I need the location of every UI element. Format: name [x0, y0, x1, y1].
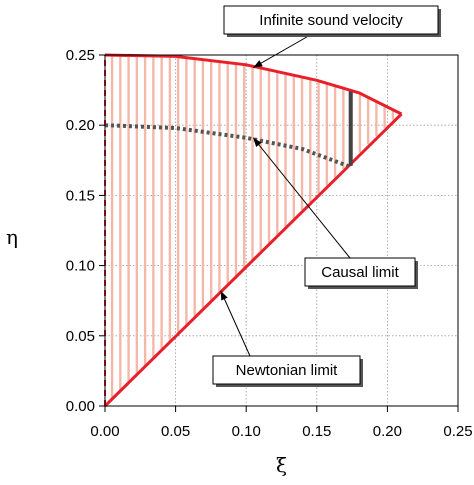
plot-frame: [104, 54, 459, 407]
x-tick-label: 0.00: [90, 423, 119, 440]
x-tick-label: 0.20: [373, 423, 402, 440]
y-axis-label: η: [6, 225, 18, 249]
annotation-label: Causal limit: [321, 264, 399, 281]
x-tick-label: 0.10: [232, 423, 261, 440]
y-tick-label: 0.15: [66, 187, 95, 204]
y-tick-label: 0.10: [66, 258, 95, 275]
annotation-arrowhead: [253, 60, 263, 68]
y-tick-label: 0.20: [66, 117, 95, 134]
annotation-arrowhead: [220, 290, 228, 301]
annotation-arrowhead: [253, 137, 262, 148]
annotation-box: [223, 5, 439, 35]
axis-ticks: 0.00 0.05 0.10 0.15 0.20 0.25 0.00 0.05 0.10 0.15…: [66, 47, 473, 440]
annotation-box: [304, 257, 416, 287]
annotation-leader: [220, 290, 251, 357]
y-tick-label: 0.25: [66, 47, 95, 64]
series-line-1: [104, 53, 403, 116]
annotation-leader: [253, 33, 313, 69]
annotation-label: Infinite sound velocity: [259, 12, 403, 29]
annotations: Infinite sound velocity Causal limit Newto…: [212, 5, 441, 387]
y-tick-label: 0.05: [66, 328, 95, 345]
annotation-box: [212, 355, 361, 385]
x-axis-label: ξ: [276, 453, 287, 477]
y-tick-label: 0.00: [66, 398, 95, 415]
annotation-label: Newtonian limit: [236, 362, 339, 379]
annotation-leader: [252, 137, 351, 259]
x-tick-label: 0.15: [302, 423, 331, 440]
shaded-region: [110, 55, 395, 399]
x-tick-label: 0.05: [161, 423, 190, 440]
x-tick-label: 0.25: [443, 423, 472, 440]
